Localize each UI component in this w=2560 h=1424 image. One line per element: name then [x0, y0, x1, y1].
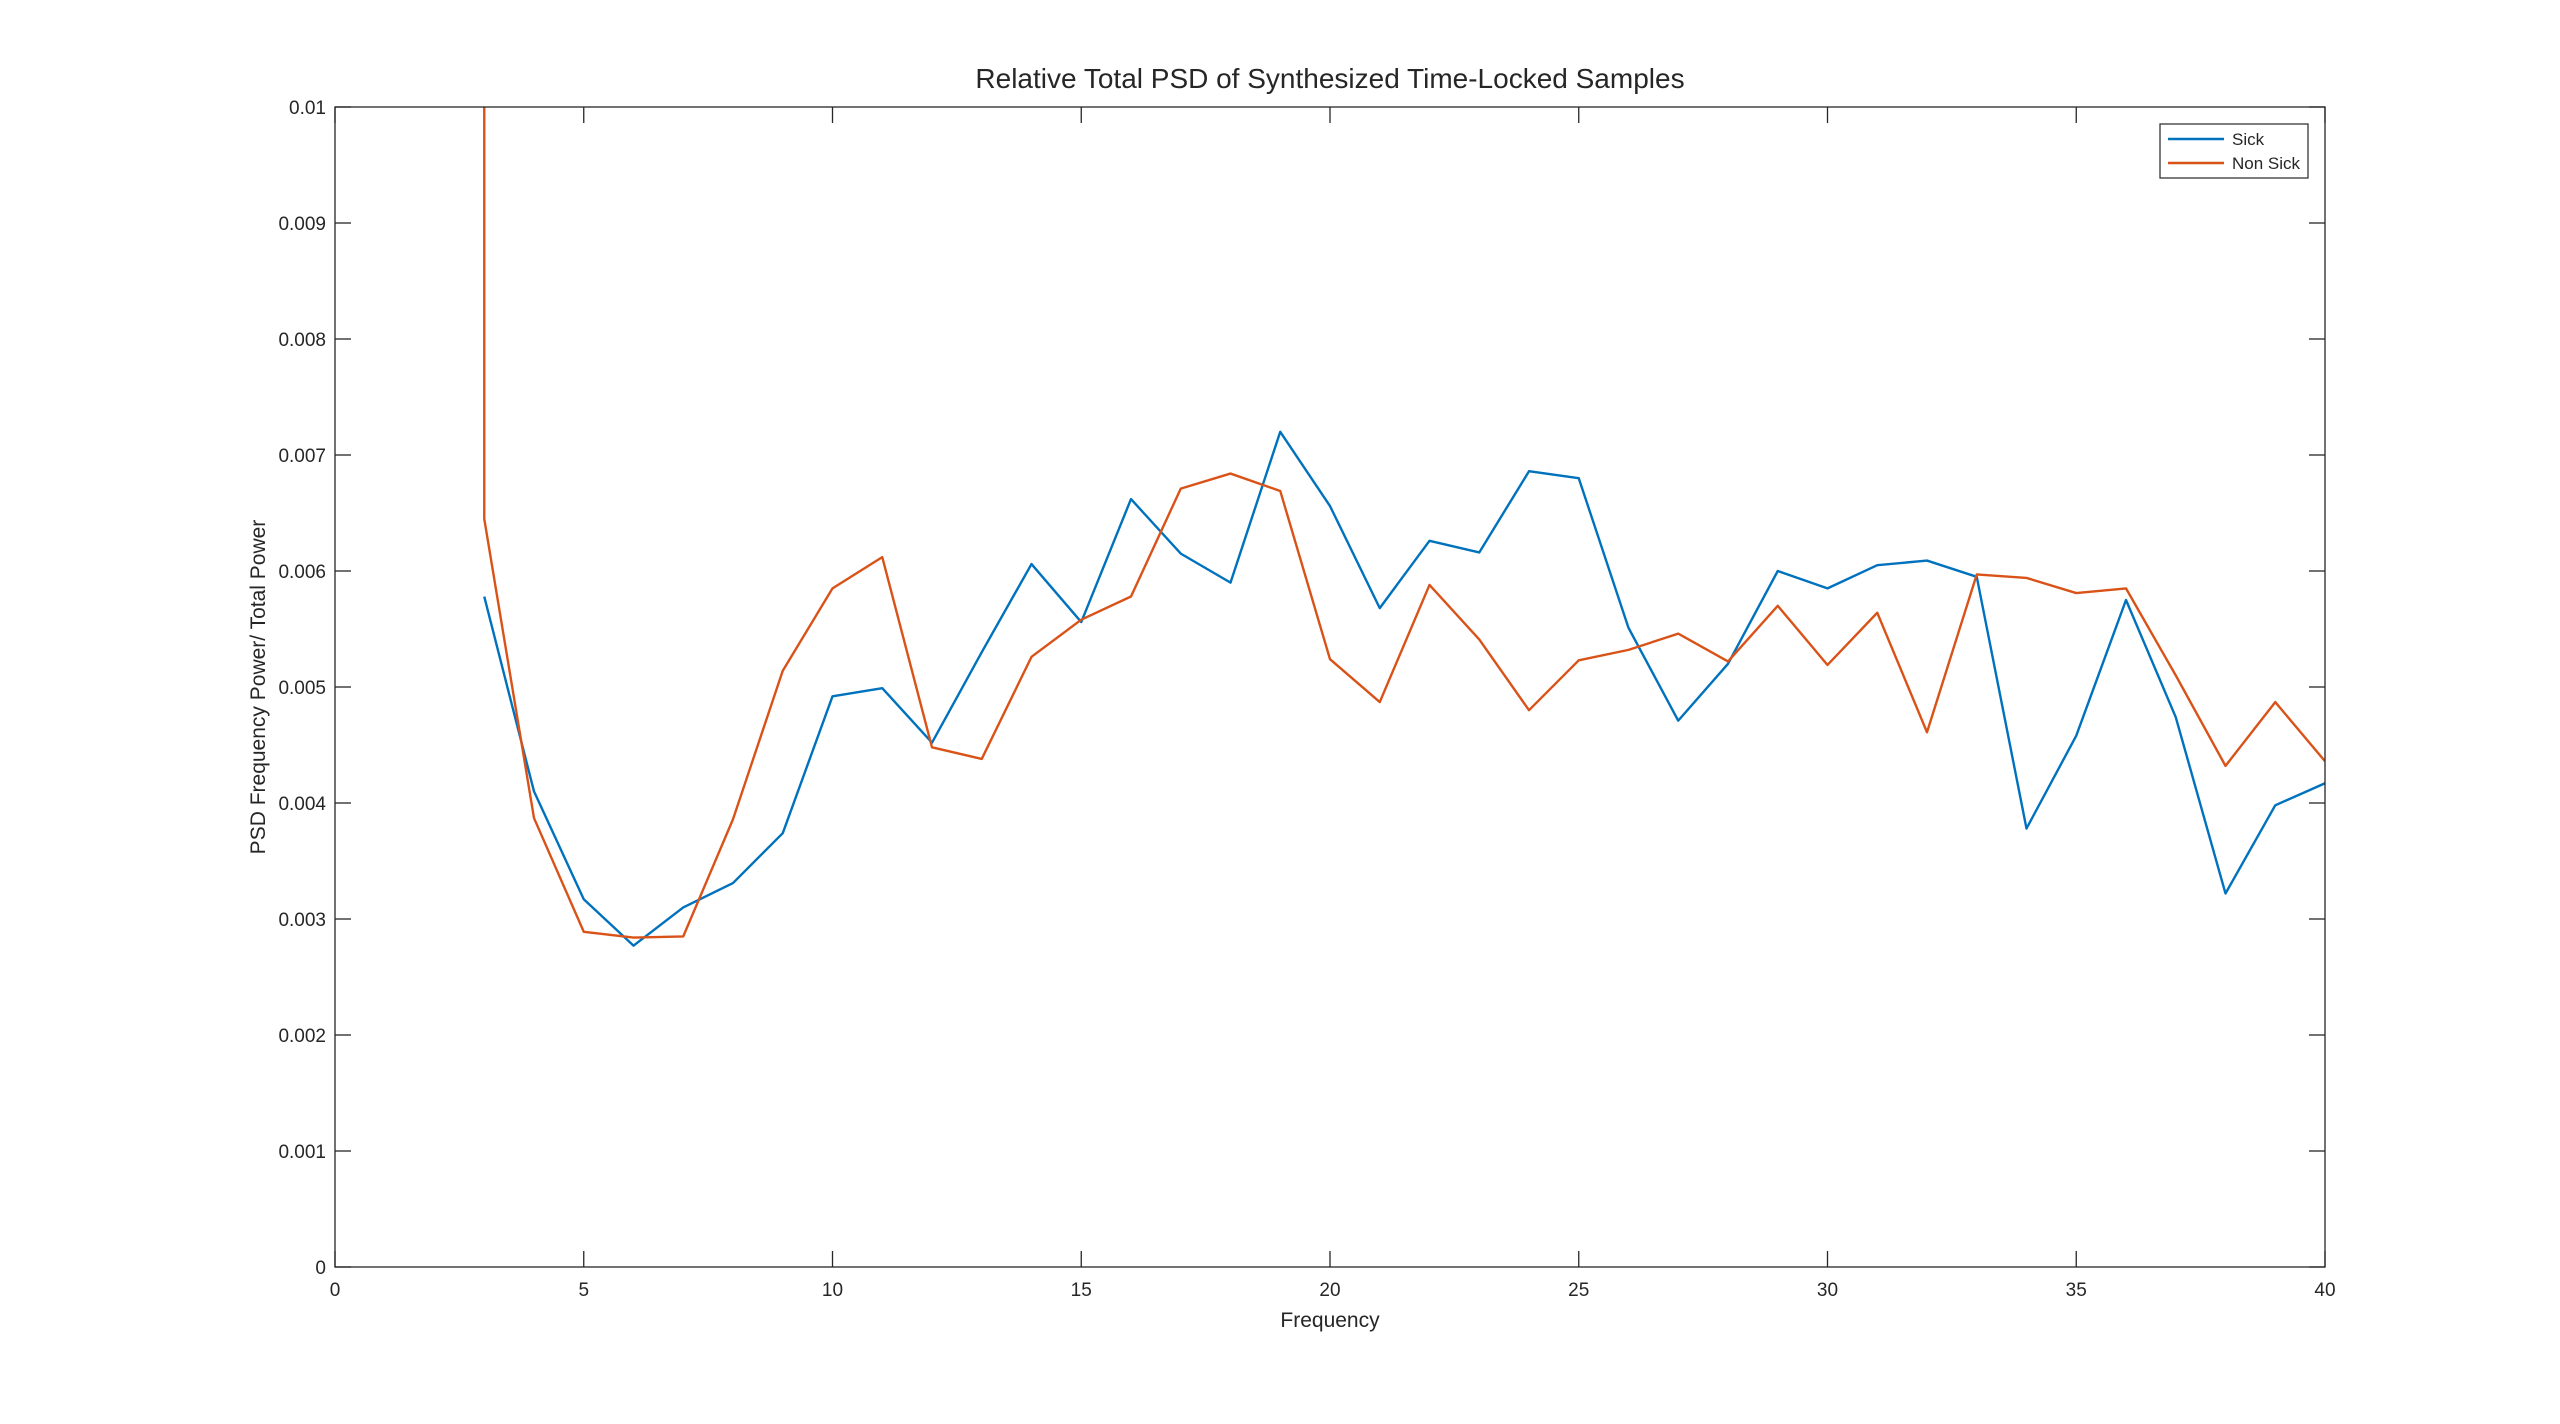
series-line-sick [483, 430, 2325, 947]
y-tick-label: 0.004 [278, 794, 326, 815]
y-tick-label: 0.003 [278, 910, 326, 931]
y-tick-label: 0.008 [278, 330, 326, 351]
y-tick-label: 0.01 [289, 98, 326, 119]
plot-area [483, 107, 2325, 947]
x-tick-label: 5 [578, 1280, 589, 1301]
y-tick-label: 0.005 [278, 678, 326, 699]
y-tick-label: 0 [315, 1258, 326, 1279]
y-tick-label: 0.007 [278, 446, 326, 467]
x-tick-label: 35 [2066, 1280, 2087, 1301]
series-line-non-sick [483, 107, 2325, 939]
x-tick-label: 0 [330, 1280, 341, 1301]
y-axis-label: PSD Frequency Power/ Total Power [247, 520, 270, 855]
axes: 0 5 10 15 20 25 30 35 40 0 0.001 0.002 0.003 0.004 0.0… [278, 98, 2335, 1301]
x-tick-label: 10 [822, 1280, 843, 1301]
chart-title: Relative Total PSD of Synthesized Time-L… [975, 63, 1684, 94]
x-tick-label: 30 [1817, 1280, 1838, 1301]
x-tick-label: 15 [1071, 1280, 1092, 1301]
x-tick-label: 25 [1568, 1280, 1589, 1301]
legend: Sick Non Sick [2159, 123, 2309, 179]
x-tick-label: 40 [2314, 1280, 2335, 1301]
y-tick-label: 0.009 [278, 214, 326, 235]
legend-label: Non Sick [2232, 154, 2301, 173]
y-tick-label: 0.002 [278, 1026, 326, 1047]
legend-box [2159, 123, 2309, 179]
legend-label: Sick [2232, 130, 2265, 149]
x-axis-label: Frequency [1280, 1309, 1380, 1332]
y-tick-label: 0.006 [278, 562, 326, 583]
x-tick-label: 20 [1319, 1280, 1340, 1301]
y-tick-label: 0.001 [278, 1142, 326, 1163]
